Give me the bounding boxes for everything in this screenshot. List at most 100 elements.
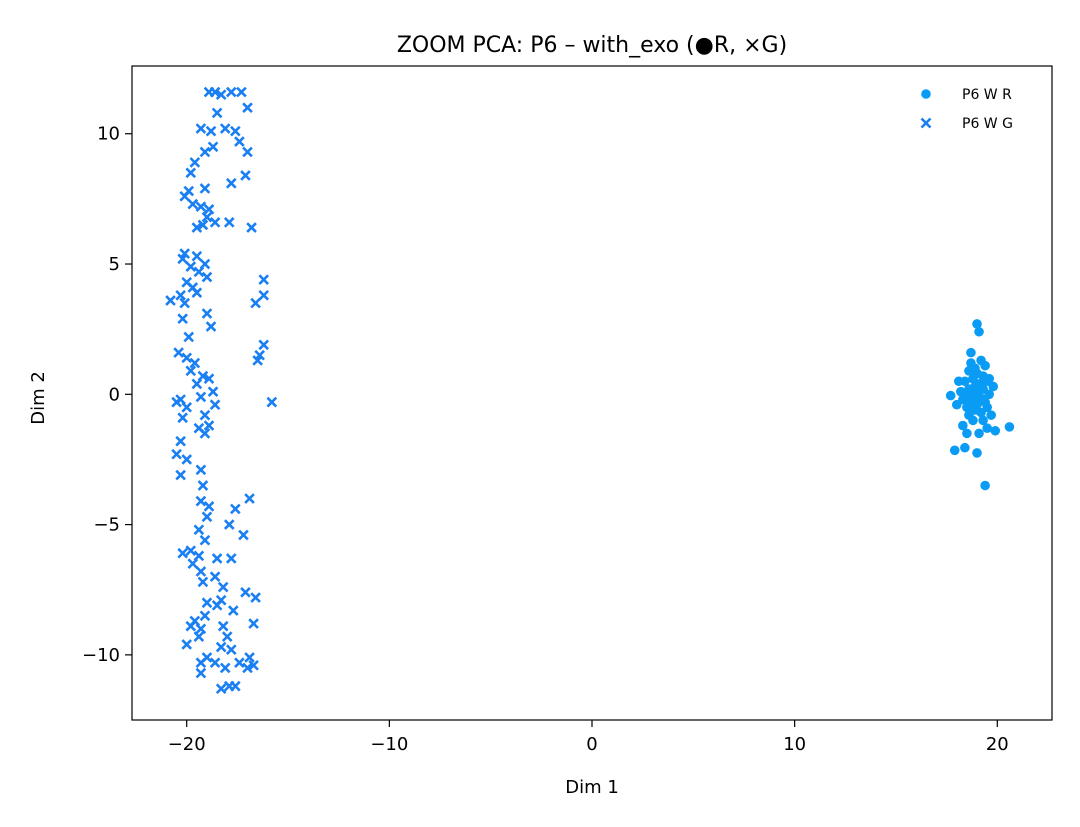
point-1-81 xyxy=(201,511,213,523)
point-0-42 xyxy=(972,448,982,458)
point-1-26 xyxy=(209,217,221,228)
legend-marker-p6-w-g xyxy=(920,117,932,129)
point-1-86 xyxy=(238,529,249,541)
x-tick-label-3: 10 xyxy=(783,734,806,755)
x-axis-label: Dim 1 xyxy=(565,777,619,798)
point-1-99 xyxy=(250,592,261,603)
point-1-69 xyxy=(177,412,188,424)
point-1-110 xyxy=(221,631,233,642)
point-1-93 xyxy=(187,558,199,569)
point-0-1 xyxy=(974,326,984,337)
point-1-24 xyxy=(203,203,215,215)
point-1-97 xyxy=(217,581,229,593)
point-0-49 xyxy=(982,402,992,413)
point-1-47 xyxy=(177,313,188,325)
point-1-60 xyxy=(191,378,203,390)
point-1-17 xyxy=(225,177,237,189)
point-1-25 xyxy=(201,211,213,223)
point-1-53 xyxy=(181,352,193,364)
point-1-51 xyxy=(258,339,270,351)
point-1-22 xyxy=(187,198,199,210)
point-1-87 xyxy=(199,534,211,546)
legend: P6 W R P6 W G xyxy=(920,87,1013,132)
point-0-45 xyxy=(984,373,994,384)
point-1-65 xyxy=(181,402,193,413)
legend-label-p6-w-g: P6 W G xyxy=(962,116,1013,132)
point-1-57 xyxy=(185,365,197,377)
point-1-8 xyxy=(205,125,217,137)
point-0-34 xyxy=(958,420,968,431)
point-0-36 xyxy=(962,428,972,439)
point-1-21 xyxy=(179,190,191,202)
point-1-62 xyxy=(195,391,207,403)
point-1-106 xyxy=(185,620,197,632)
point-1-94 xyxy=(195,566,207,577)
point-1-77 xyxy=(175,469,186,481)
point-0-40 xyxy=(949,445,960,456)
point-1-66 xyxy=(266,396,278,408)
point-1-74 xyxy=(171,448,182,460)
point-1-43 xyxy=(191,287,203,299)
point-1-102 xyxy=(211,600,223,611)
point-1-72 xyxy=(199,428,211,439)
point-1-79 xyxy=(195,495,207,507)
ticks-layer: −20 −10 0 10 20 −10 −5 0 5 10 xyxy=(82,124,1009,755)
point-1-68 xyxy=(199,409,211,421)
point-1-61 xyxy=(207,386,219,398)
point-1-4 xyxy=(236,86,247,98)
point-1-11 xyxy=(234,136,245,147)
point-1-82 xyxy=(230,503,241,515)
point-1-116 xyxy=(195,657,207,668)
point-1-27 xyxy=(197,219,209,231)
point-1-118 xyxy=(234,657,245,668)
point-1-95 xyxy=(209,571,221,583)
y-axis-label: Dim 2 xyxy=(28,371,49,425)
point-1-80 xyxy=(203,501,215,512)
point-1-12 xyxy=(207,141,219,153)
point-1-37 xyxy=(201,271,213,283)
point-1-41 xyxy=(175,289,186,301)
point-1-83 xyxy=(244,493,255,504)
point-1-1 xyxy=(209,86,221,98)
point-1-75 xyxy=(181,454,193,465)
point-0-44 xyxy=(953,376,964,387)
y-tick-label-3: 5 xyxy=(109,254,120,275)
point-0-2 xyxy=(966,347,976,358)
point-1-84 xyxy=(223,519,235,530)
point-1-125 xyxy=(215,683,227,695)
legend-marker-p6-w-r xyxy=(921,89,931,99)
point-1-54 xyxy=(189,357,201,369)
point-0-19 xyxy=(984,389,994,400)
point-1-107 xyxy=(195,623,207,635)
point-0-6 xyxy=(964,366,974,376)
point-0-39 xyxy=(1004,422,1015,432)
point-1-113 xyxy=(215,641,227,653)
point-1-15 xyxy=(189,157,201,168)
point-1-44 xyxy=(258,289,270,301)
point-1-9 xyxy=(219,123,231,134)
point-1-78 xyxy=(197,480,209,491)
legend-label-p6-w-r: P6 W R xyxy=(962,87,1012,103)
point-1-28 xyxy=(191,222,203,233)
point-1-10 xyxy=(230,125,241,137)
point-1-112 xyxy=(181,639,193,650)
point-1-123 xyxy=(195,667,207,679)
x-tick-label-4: 20 xyxy=(986,734,1009,755)
point-1-3 xyxy=(225,86,237,98)
point-1-35 xyxy=(185,261,197,272)
point-1-89 xyxy=(185,545,197,556)
y-tick-label-2: 0 xyxy=(109,384,120,405)
point-1-111 xyxy=(193,631,205,642)
point-1-120 xyxy=(219,662,231,674)
point-1-45 xyxy=(250,297,261,309)
point-0-48 xyxy=(966,358,976,368)
point-1-38 xyxy=(258,274,270,285)
point-1-126 xyxy=(230,680,241,692)
point-1-114 xyxy=(225,644,237,655)
point-1-109 xyxy=(248,618,259,629)
y-tick-label-4: 10 xyxy=(97,124,120,145)
point-0-35 xyxy=(982,423,992,433)
point-1-36 xyxy=(193,266,205,278)
